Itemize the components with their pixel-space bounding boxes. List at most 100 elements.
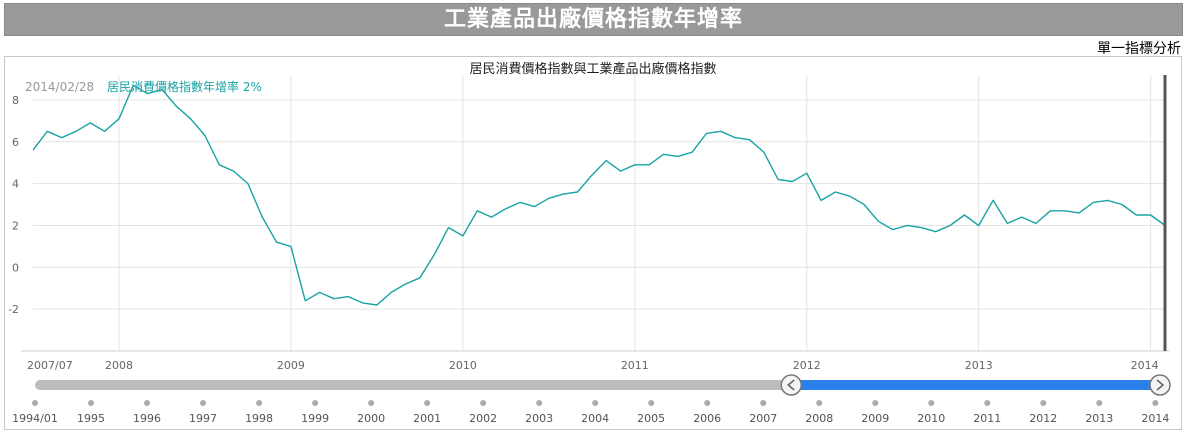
navigator-handle-right[interactable] — [1149, 374, 1171, 396]
x-tick-label: 2009 — [277, 359, 305, 372]
x-tick-label: 2012 — [793, 359, 821, 372]
data-point — [834, 191, 837, 194]
data-point — [906, 224, 909, 227]
series-line — [32, 84, 1166, 306]
data-point — [462, 235, 465, 238]
data-point — [204, 134, 207, 137]
navigator-year-dot — [760, 400, 767, 406]
data-point — [476, 209, 479, 212]
navigator-year-label: 1997 — [189, 412, 217, 425]
data-point — [447, 226, 450, 229]
data-point — [949, 224, 952, 227]
y-tick-label: 0 — [12, 261, 19, 274]
data-point — [232, 170, 235, 173]
single-indicator-analysis-link[interactable]: 單一指標分析 — [1097, 41, 1181, 57]
page-title: 工業產品出廠價格指數年增率 — [4, 3, 1183, 36]
series-layer — [32, 75, 1167, 351]
data-point — [619, 170, 622, 173]
navigator-year-dot — [480, 400, 487, 406]
data-point — [1020, 216, 1023, 219]
navigator-year-dot — [1096, 400, 1103, 406]
navigator-year-dot — [312, 400, 319, 406]
data-point — [1106, 199, 1109, 202]
navigator-year-label: 2004 — [581, 412, 609, 425]
navigator-year-label: 1998 — [245, 412, 273, 425]
data-point — [705, 132, 708, 135]
data-point — [175, 105, 178, 108]
navigator-year-label: 1996 — [133, 412, 161, 425]
navigator-handle-left[interactable] — [780, 374, 802, 396]
navigator-year-dot — [648, 400, 655, 406]
data-point — [805, 172, 808, 175]
data-point — [963, 214, 966, 217]
chevron-right-icon — [1156, 379, 1165, 391]
navigator-year-dot — [984, 400, 991, 406]
navigator-year-label: 2002 — [469, 412, 497, 425]
data-point — [920, 226, 923, 229]
data-point — [290, 245, 293, 248]
x-tick-label: 2008 — [105, 359, 133, 372]
line-chart[interactable]: -2 0 2 4 6 8 2007/07 2008 2009 2010 2011 2012 2013 20… — [5, 57, 1181, 429]
data-point — [318, 291, 321, 294]
navigator-year-dot — [704, 400, 711, 406]
data-point — [333, 297, 336, 300]
navigator-year-label: 2001 — [413, 412, 441, 425]
data-point — [1063, 209, 1066, 212]
tooltip-date: 2014/02/28 — [25, 80, 94, 94]
navigator-year-label: 2012 — [1029, 412, 1057, 425]
navigator-year-dot — [256, 400, 263, 406]
navigator-year-label: 1999 — [301, 412, 329, 425]
data-point — [691, 151, 694, 154]
navigator-year-dot — [536, 400, 543, 406]
data-point — [261, 216, 264, 219]
chart-container: -2 0 2 4 6 8 2007/07 2008 2009 2010 2011 2012 2013 20… — [4, 56, 1182, 430]
data-point — [1049, 209, 1052, 212]
x-tick-label: 2011 — [621, 359, 649, 372]
navigator-year-label: 1994/01 — [12, 412, 58, 425]
navigator-selected-range[interactable] — [791, 380, 1160, 390]
data-point — [877, 220, 880, 223]
data-point — [32, 149, 35, 152]
data-point — [304, 299, 307, 302]
data-point — [218, 163, 221, 166]
data-point — [89, 122, 92, 125]
data-point — [1035, 222, 1038, 225]
chevron-left-icon — [786, 379, 795, 391]
data-point — [547, 197, 550, 200]
navigator-year-dot — [144, 400, 151, 406]
data-point — [791, 180, 794, 183]
data-point — [103, 130, 106, 133]
data-point — [46, 130, 49, 133]
navigator-year-label: 2014 — [1141, 412, 1169, 425]
handle-circle — [780, 374, 802, 396]
data-point — [777, 178, 780, 181]
data-point — [576, 191, 579, 194]
data-point — [848, 195, 851, 198]
navigator-year-label: 2013 — [1085, 412, 1113, 425]
x-tick-label: 2010 — [449, 359, 477, 372]
data-point — [1149, 214, 1152, 217]
x-tick-label: 2007/07 — [27, 359, 73, 372]
data-point — [590, 174, 593, 177]
y-tick-label: 2 — [12, 219, 19, 232]
range-navigator[interactable]: 1994/01 1995 1996 1997 1998 1999 2000 2001 2002 2… — [12, 374, 1171, 425]
navigator-year-dot — [1152, 400, 1159, 406]
navigator-year-dot — [592, 400, 599, 406]
data-point — [734, 136, 737, 139]
data-point — [676, 155, 679, 158]
data-point — [562, 193, 565, 196]
data-point — [347, 295, 350, 298]
y-tick-label: 6 — [12, 136, 19, 149]
tooltip-series-value: 居民消費價格指數年增率 2% — [107, 79, 262, 94]
axes: -2 0 2 4 6 8 2007/07 2008 2009 2010 2011 2012 2013 20… — [8, 94, 1169, 372]
navigator-year-dot — [872, 400, 879, 406]
data-point — [605, 159, 608, 162]
data-point — [762, 151, 765, 154]
data-point — [60, 136, 63, 139]
data-point — [419, 276, 422, 279]
data-point — [376, 304, 379, 307]
data-point — [1078, 212, 1081, 215]
data-point — [748, 138, 751, 141]
handle-circle — [1149, 374, 1171, 396]
data-point — [1006, 222, 1009, 225]
